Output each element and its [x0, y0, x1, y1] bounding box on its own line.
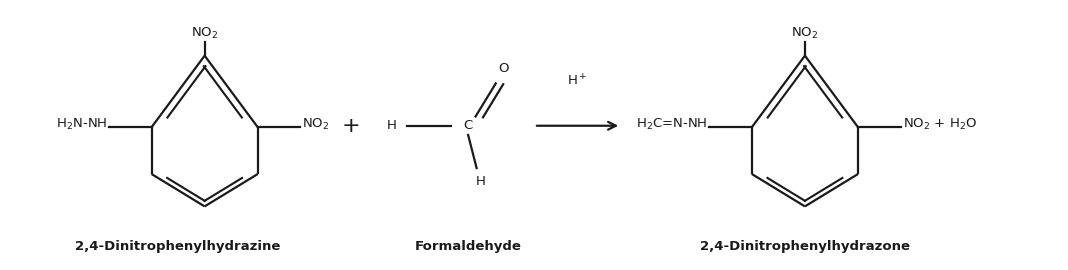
Text: H$_2$C=N-NH: H$_2$C=N-NH — [635, 117, 707, 132]
Text: NO$_2$: NO$_2$ — [302, 117, 330, 132]
Text: H$_2$N-NH: H$_2$N-NH — [56, 117, 107, 132]
Text: Formaldehyde: Formaldehyde — [414, 239, 521, 252]
Text: +: + — [342, 116, 361, 136]
Text: NO$_2$ + H$_2$O: NO$_2$ + H$_2$O — [902, 117, 977, 132]
Text: H: H — [476, 175, 486, 188]
Text: NO$_2$: NO$_2$ — [791, 26, 818, 41]
Text: 2,4-Dinitrophenylhydrazone: 2,4-Dinitrophenylhydrazone — [700, 239, 910, 252]
Text: O: O — [498, 62, 508, 76]
Text: NO$_2$: NO$_2$ — [191, 26, 218, 41]
Text: H: H — [387, 119, 396, 132]
Text: 2,4-Dinitrophenylhydrazine: 2,4-Dinitrophenylhydrazine — [76, 239, 281, 252]
Text: H$^+$: H$^+$ — [567, 73, 587, 89]
Text: C: C — [464, 119, 473, 132]
